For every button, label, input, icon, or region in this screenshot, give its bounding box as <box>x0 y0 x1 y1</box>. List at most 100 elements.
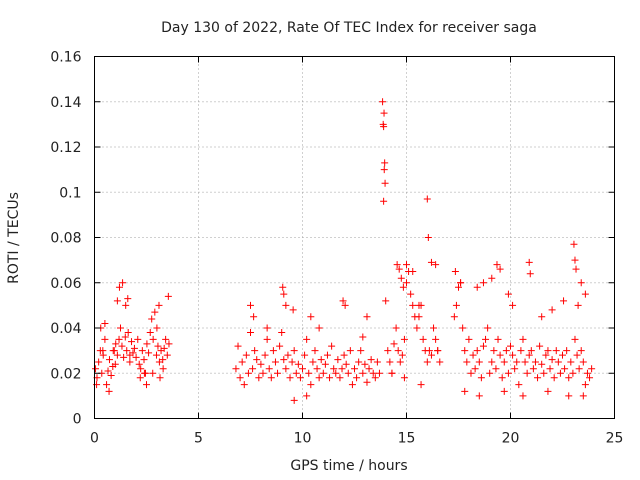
data-point <box>104 367 112 375</box>
data-point <box>577 279 585 287</box>
data-point <box>500 387 508 395</box>
data-point <box>105 356 113 364</box>
data-point <box>461 347 469 355</box>
data-point <box>534 374 542 382</box>
data-point <box>365 365 373 373</box>
data-point <box>247 301 254 309</box>
data-point <box>473 347 481 355</box>
data-point <box>122 301 130 309</box>
data-point <box>417 381 425 389</box>
data-point <box>498 374 506 382</box>
data-point <box>386 358 394 366</box>
data-point <box>251 347 259 355</box>
data-point <box>95 358 103 366</box>
data-point <box>119 279 127 287</box>
data-point <box>403 279 410 287</box>
y-tick-label: 0.16 <box>50 50 81 66</box>
data-point <box>407 290 415 298</box>
data-point <box>284 351 292 359</box>
data-point <box>332 369 340 377</box>
data-point <box>341 301 349 309</box>
data-point <box>397 274 405 282</box>
data-point <box>165 340 173 348</box>
data-point <box>342 360 350 368</box>
data-point <box>145 349 153 357</box>
x-tick-label: 25 <box>606 431 624 447</box>
data-point <box>299 365 306 373</box>
data-point <box>463 358 471 366</box>
data-point <box>315 324 323 332</box>
data-point <box>570 240 578 248</box>
data-point <box>455 283 462 291</box>
x-tick-label: 10 <box>294 431 312 447</box>
data-point <box>515 381 523 389</box>
data-point <box>346 347 354 355</box>
data-point <box>488 358 496 366</box>
data-point <box>523 369 531 377</box>
data-point <box>544 347 552 355</box>
y-tick-label: 0 <box>73 412 82 428</box>
data-point <box>380 166 388 174</box>
data-point <box>548 356 556 364</box>
data-point <box>525 351 533 359</box>
data-point <box>149 369 157 377</box>
data-point <box>148 315 156 323</box>
data-point <box>344 369 352 377</box>
data-point <box>99 347 107 355</box>
data-point <box>351 365 358 373</box>
data-point <box>450 313 458 321</box>
data-point <box>415 313 423 321</box>
data-point <box>130 344 138 352</box>
data-point <box>238 358 246 366</box>
data-point <box>560 297 568 305</box>
data-point <box>153 324 161 332</box>
data-point <box>424 234 432 241</box>
data-point <box>583 369 591 377</box>
data-point <box>459 324 467 332</box>
data-point <box>423 195 431 203</box>
data-point <box>121 333 129 341</box>
data-point <box>234 342 242 350</box>
data-point <box>338 365 346 373</box>
data-point <box>565 392 573 400</box>
data-point <box>123 347 131 355</box>
data-point <box>138 347 146 355</box>
x-tick-label: 20 <box>502 431 520 447</box>
data-point <box>240 381 248 389</box>
data-point <box>504 369 512 377</box>
x-tick-labels: 0 5 10 15 20 25 <box>90 431 623 447</box>
data-point <box>311 347 319 355</box>
data-point <box>135 360 143 368</box>
x-tick-label: 15 <box>398 431 416 447</box>
data-point <box>588 365 596 373</box>
data-point <box>493 261 501 269</box>
data-point <box>380 197 388 205</box>
data-point <box>101 319 109 327</box>
data-point <box>309 358 317 366</box>
data-point <box>359 333 367 341</box>
data-point <box>394 347 402 355</box>
data-point <box>321 360 329 368</box>
data-point <box>559 351 566 359</box>
data-point <box>393 261 401 269</box>
data-point <box>572 265 580 273</box>
data-point <box>317 356 325 364</box>
data-point <box>154 342 162 350</box>
data-point <box>282 365 290 373</box>
data-point <box>579 392 587 400</box>
data-point <box>280 290 288 298</box>
data-point <box>457 279 465 287</box>
data-point <box>159 365 167 373</box>
data-point <box>400 335 408 343</box>
data-point <box>267 374 275 382</box>
data-point <box>546 365 554 373</box>
data-point <box>128 338 136 346</box>
data-point <box>479 279 487 287</box>
data-point <box>255 374 263 382</box>
data-point <box>282 301 290 309</box>
data-point <box>430 324 438 332</box>
data-point <box>536 342 544 350</box>
data-point <box>155 301 163 309</box>
data-point <box>253 356 261 364</box>
data-point <box>396 358 404 366</box>
